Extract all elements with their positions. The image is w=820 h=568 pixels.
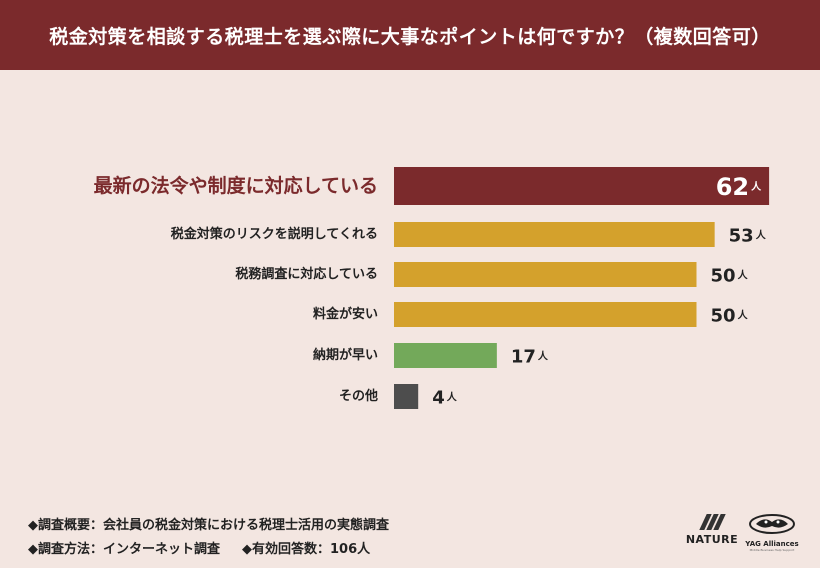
bar [394,302,697,327]
category-label: 最新の法令や制度に対応している [94,174,378,197]
survey-method: ◆調査方法：インターネット調査 [28,542,220,557]
yag-emblem-icon [749,514,795,534]
survey-method-row: ◆調査方法：インターネット調査 ◆有効回答数：106人 [28,538,389,562]
value-label: 53 人 [729,225,767,246]
yag-logo-subtext: Middle Business Help Support [749,548,795,552]
yag-logo-text: YAG Alliances [745,540,799,548]
value-label: 50 人 [711,265,749,286]
bar [394,343,497,368]
bar [394,262,697,287]
category-label: 納期が早い [313,347,378,363]
chart-title-banner: 税金対策を相談する税理士を選ぶ際に大事なポイントは何ですか？（複数回答可） [0,0,820,70]
category-label: 税金対策のリスクを説明してくれる [171,226,378,242]
bar [394,222,715,247]
category-label: その他 [339,388,378,404]
value-label: 17 人 [511,346,549,367]
value-label: 50 人 [711,305,749,326]
category-label: 税務調査に対応している [235,266,378,282]
value-label: 62 人 [716,173,762,201]
yag-alliances-logo: YAG Alliances Middle Business Help Suppo… [742,513,802,552]
category-label: 料金が安い [313,306,378,322]
nature-logo-text: NATURE [685,533,739,546]
bar [394,384,419,409]
survey-overview: ◆調査概要：会社員の税金対策における税理士活用の実態調査 [28,518,389,533]
nature-logo-mark [685,514,739,530]
chart-title: 税金対策を相談する税理士を選ぶ際に大事なポイントは何ですか？（複数回答可） [49,25,771,48]
survey-respondents: ◆有効回答数：106人 [242,542,371,557]
bar [394,167,770,205]
nature-logo: NATURE [685,514,739,550]
survey-footer: ◆調査概要：会社員の税金対策における税理士活用の実態調査 ◆調査方法：インターネ… [28,514,389,562]
